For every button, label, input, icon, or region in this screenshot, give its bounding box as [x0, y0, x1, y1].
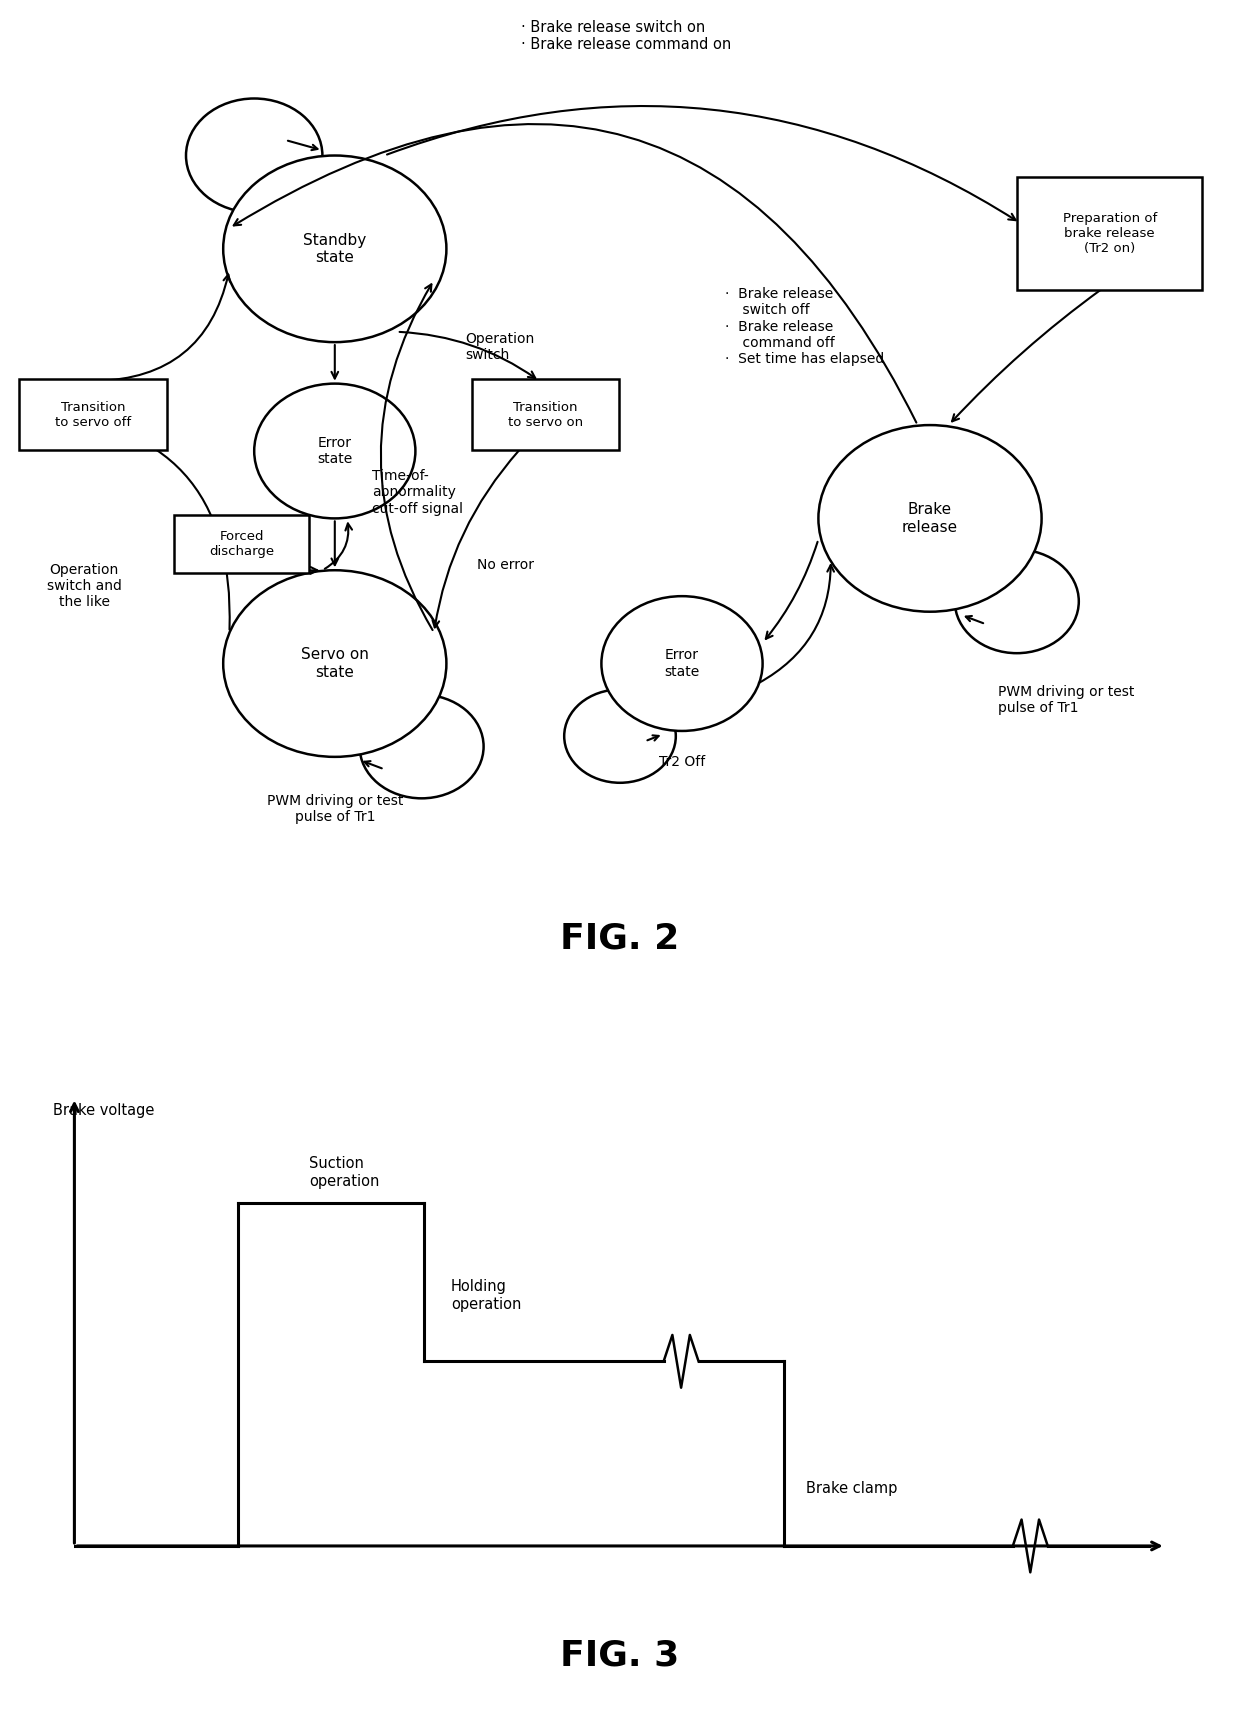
Text: Brake
release: Brake release	[901, 503, 959, 534]
Circle shape	[818, 425, 1042, 612]
Text: Holding
operation: Holding operation	[451, 1279, 521, 1312]
Text: Error
state: Error state	[665, 648, 699, 679]
Circle shape	[223, 156, 446, 342]
Text: No error: No error	[477, 558, 534, 572]
FancyBboxPatch shape	[471, 378, 620, 451]
Text: Time-of-
abnormality
cut-off signal: Time-of- abnormality cut-off signal	[372, 470, 463, 515]
Text: Preparation of
brake release
(Tr2 on): Preparation of brake release (Tr2 on)	[1063, 213, 1157, 254]
Text: Operation
switch: Operation switch	[465, 332, 534, 363]
Text: FIG. 2: FIG. 2	[560, 921, 680, 956]
FancyBboxPatch shape	[1017, 176, 1203, 290]
Circle shape	[223, 570, 446, 757]
Text: Tr2 Off: Tr2 Off	[658, 755, 706, 769]
Text: Transition
to servo off: Transition to servo off	[55, 401, 131, 429]
FancyBboxPatch shape	[19, 378, 166, 451]
Circle shape	[601, 596, 763, 731]
Circle shape	[254, 384, 415, 518]
Text: PWM driving or test
pulse of Tr1: PWM driving or test pulse of Tr1	[267, 793, 403, 824]
Text: Transition
to servo on: Transition to servo on	[508, 401, 583, 429]
Text: ·  Brake release
    switch off
·  Brake release
    command off
·  Set time has: · Brake release switch off · Brake relea…	[725, 287, 884, 366]
Text: Servo on
state: Servo on state	[301, 648, 368, 679]
Text: · Brake release switch on
· Brake release command on: · Brake release switch on · Brake releas…	[521, 21, 732, 52]
Text: Operation
switch and
the like: Operation switch and the like	[47, 563, 122, 608]
Text: Brake voltage: Brake voltage	[52, 1102, 154, 1118]
Text: Suction
operation: Suction operation	[309, 1156, 379, 1189]
FancyBboxPatch shape	[174, 515, 310, 574]
Text: Forced
discharge: Forced discharge	[210, 530, 274, 558]
Text: FIG. 3: FIG. 3	[560, 1638, 680, 1673]
Text: PWM driving or test
pulse of Tr1: PWM driving or test pulse of Tr1	[998, 684, 1135, 715]
Text: Error
state: Error state	[317, 435, 352, 467]
Text: Brake clamp: Brake clamp	[806, 1481, 897, 1496]
Text: Standby
state: Standby state	[303, 233, 367, 264]
